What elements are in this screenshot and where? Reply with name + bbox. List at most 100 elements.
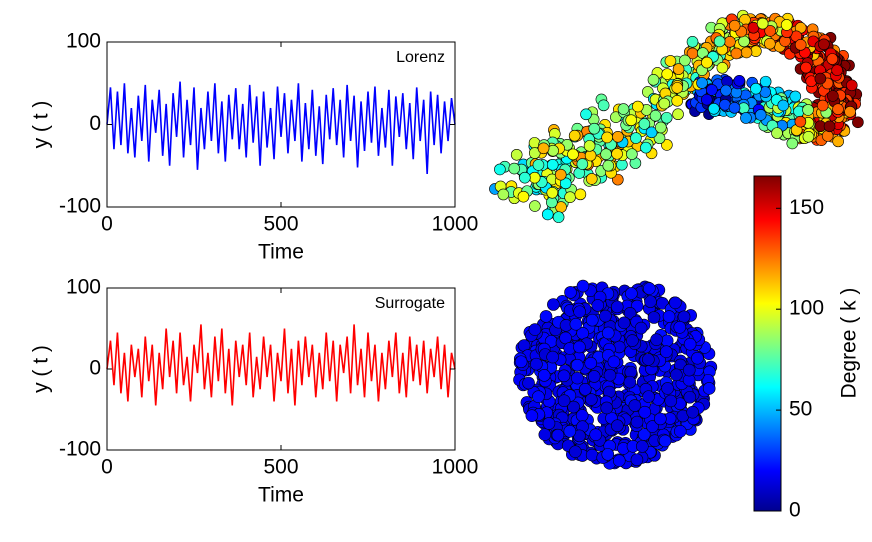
node <box>664 55 677 67</box>
node <box>740 112 752 124</box>
node <box>630 453 644 467</box>
node <box>546 350 559 364</box>
node <box>845 79 858 92</box>
node <box>576 158 589 170</box>
node <box>708 102 720 115</box>
node <box>591 299 605 312</box>
colorbar-label: Degree ( k ) <box>838 288 861 399</box>
node <box>497 188 510 201</box>
node <box>529 200 541 212</box>
series-line <box>106 324 456 406</box>
node <box>559 331 572 345</box>
node <box>607 355 621 369</box>
node <box>623 306 637 320</box>
node <box>724 36 736 48</box>
node <box>671 95 683 107</box>
node <box>642 390 655 403</box>
node <box>547 144 559 157</box>
node <box>564 191 576 203</box>
node <box>600 148 612 160</box>
node <box>671 82 684 94</box>
node <box>574 188 587 201</box>
node <box>517 190 530 203</box>
node <box>538 428 552 441</box>
node <box>494 163 506 176</box>
node <box>514 355 528 369</box>
node <box>645 126 658 139</box>
x-tick-label: 0 <box>101 456 113 479</box>
node <box>661 139 673 151</box>
node <box>612 454 626 467</box>
x-axis-label: Time <box>258 484 304 507</box>
node <box>528 171 541 184</box>
node <box>568 129 581 142</box>
node <box>827 90 839 102</box>
node <box>510 148 523 161</box>
node <box>686 36 699 48</box>
node <box>601 326 615 340</box>
node <box>702 382 716 395</box>
node <box>611 419 624 433</box>
node <box>683 337 697 351</box>
node <box>600 401 614 415</box>
node <box>677 310 691 324</box>
node <box>557 369 571 383</box>
node <box>519 171 531 184</box>
node <box>632 100 644 113</box>
node <box>642 282 656 295</box>
node <box>832 135 844 148</box>
node <box>650 333 663 346</box>
node <box>696 77 708 89</box>
x-tick-label: 500 <box>263 456 298 479</box>
node <box>728 102 741 114</box>
node <box>644 295 657 308</box>
node <box>654 412 667 426</box>
x-tick-label: 0 <box>101 213 113 236</box>
node <box>733 74 746 87</box>
node <box>662 310 676 323</box>
node <box>661 382 674 395</box>
node <box>580 108 592 121</box>
node <box>525 409 539 423</box>
node <box>771 127 783 139</box>
y-tick-label: 0 <box>89 112 101 135</box>
node <box>588 122 601 135</box>
node <box>597 99 610 112</box>
node <box>823 120 836 133</box>
node <box>546 159 559 171</box>
node <box>826 53 839 65</box>
node <box>636 440 649 453</box>
node <box>759 75 772 88</box>
node <box>664 394 678 408</box>
node <box>569 445 582 458</box>
legend-label: Lorenz <box>396 49 445 66</box>
colorbar <box>753 175 782 512</box>
node <box>528 323 542 336</box>
network-surrogate <box>513 279 718 470</box>
node <box>794 115 807 128</box>
node <box>764 25 776 37</box>
node <box>599 309 612 323</box>
colorbar-tick-label: 150 <box>789 196 824 219</box>
node <box>585 448 599 462</box>
node <box>626 334 639 347</box>
node <box>670 368 683 382</box>
node <box>522 376 535 390</box>
node <box>730 47 743 60</box>
node <box>672 108 684 121</box>
node <box>661 68 674 80</box>
node <box>780 19 793 31</box>
node <box>647 311 661 324</box>
node <box>728 19 741 32</box>
node <box>756 17 769 30</box>
node <box>660 334 674 348</box>
node <box>658 434 672 448</box>
colorbar-tick-label: 100 <box>789 297 824 320</box>
node <box>573 305 586 319</box>
node <box>567 400 580 414</box>
node <box>587 370 601 383</box>
node <box>634 321 648 335</box>
legend-label: Surrogate <box>375 295 445 312</box>
node <box>658 97 671 110</box>
